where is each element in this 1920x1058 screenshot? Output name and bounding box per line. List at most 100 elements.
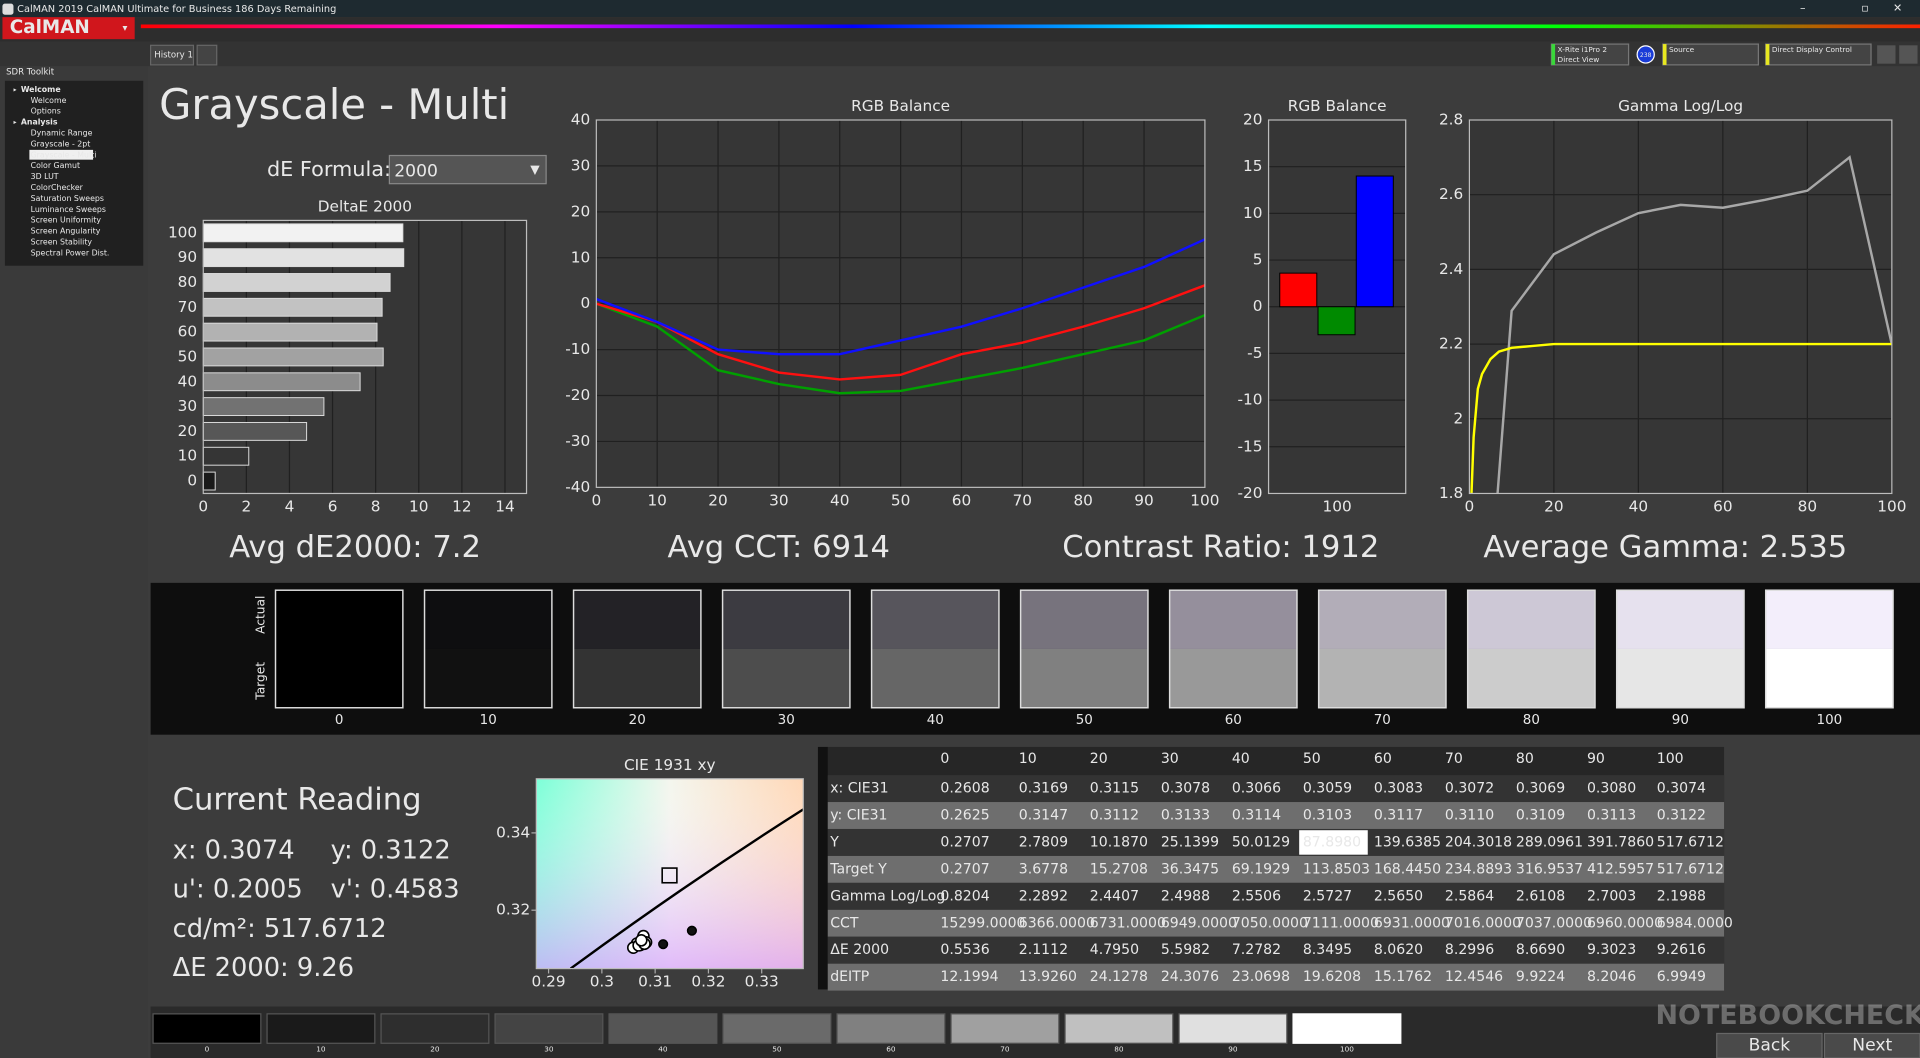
sidebar-item[interactable]: Welcome xyxy=(31,96,67,105)
sidebar-selection xyxy=(29,149,94,160)
minimize-button[interactable]: – xyxy=(1800,2,1806,15)
series-line xyxy=(1496,155,1892,494)
plot-frame xyxy=(535,778,804,970)
nav-button[interactable] xyxy=(1823,1032,1920,1058)
y-tick-label: 0 xyxy=(580,294,590,312)
swatch-level: 20 xyxy=(629,713,646,728)
x-tick-label: 80 xyxy=(1798,497,1817,515)
formula-select[interactable] xyxy=(388,154,547,185)
patch-label: 40 xyxy=(658,1044,668,1053)
patch[interactable] xyxy=(266,1013,376,1044)
sidebar-item[interactable]: Grayscale - 2pt xyxy=(31,139,91,148)
table-cell: 24.3076 xyxy=(1161,969,1219,985)
meter-badge-circle[interactable] xyxy=(1636,45,1655,64)
patch[interactable] xyxy=(1292,1013,1402,1044)
table-cell: 2.5506 xyxy=(1232,888,1281,904)
table-cell: 7016.0000 xyxy=(1445,915,1521,931)
swatch-frame xyxy=(870,589,1000,709)
meter-badge: 238 xyxy=(1640,52,1652,59)
swatch-target xyxy=(424,648,552,708)
swatch-frame xyxy=(1764,589,1894,709)
sidebar-item[interactable]: Dynamic Range xyxy=(31,128,93,137)
y-tick-label: 20 xyxy=(1243,111,1262,129)
sidebar-item[interactable]: Screen Angularity xyxy=(31,227,101,236)
sidebar-item[interactable]: Color Gamut xyxy=(31,161,80,170)
tab[interactable] xyxy=(150,44,195,66)
table-row xyxy=(827,963,1725,991)
table-cell: 2.1112 xyxy=(1019,942,1068,958)
table-cell: 0.2625 xyxy=(940,808,989,824)
patch[interactable] xyxy=(1178,1013,1288,1044)
table-cell: 0.3109 xyxy=(1516,808,1565,824)
reading-value: u': 0.2005 xyxy=(173,875,303,905)
table-cell: 9.3023 xyxy=(1587,942,1636,958)
y-tick-label: 30 xyxy=(571,156,590,174)
sidebar-item[interactable]: Options xyxy=(31,107,61,116)
patch[interactable] xyxy=(950,1013,1060,1044)
table-cell: 168.4450 xyxy=(1374,861,1441,877)
page-title: Grayscale - Multi xyxy=(159,80,509,129)
y-tick-label: 5 xyxy=(1253,251,1263,269)
sidebar-item[interactable]: Saturation Sweeps xyxy=(31,194,104,203)
nav-button-label[interactable]: Next xyxy=(1852,1036,1892,1056)
y-tick-label: 0 xyxy=(1253,297,1263,315)
patch[interactable] xyxy=(722,1013,832,1044)
table-cell: 25.1399 xyxy=(1161,834,1219,850)
sidebar-item[interactable]: ColorChecker xyxy=(31,183,84,192)
table-cell: 23.0698 xyxy=(1232,969,1290,985)
plot-frame xyxy=(1267,119,1407,495)
patch[interactable] xyxy=(836,1013,946,1044)
meter-box[interactable] xyxy=(1550,43,1630,66)
tab-label: History 1 xyxy=(154,51,193,61)
table-cell: 0.3169 xyxy=(1019,781,1068,797)
nav-button[interactable] xyxy=(1716,1032,1823,1058)
table-cell: 7111.0000 xyxy=(1303,915,1379,931)
add-tab[interactable] xyxy=(196,44,218,66)
table-cell: 0.3122 xyxy=(1657,808,1706,824)
sidebar-item[interactable]: Screen Stability xyxy=(31,237,93,246)
category-label: 0 xyxy=(187,472,197,490)
y-tick-label: -30 xyxy=(565,432,590,450)
window-title: CalMAN 2019 CalMAN Ultimate for Business… xyxy=(17,4,336,15)
sidebar-item[interactable]: Luminance Sweeps xyxy=(31,205,106,214)
patch[interactable] xyxy=(152,1013,262,1044)
swatch-target xyxy=(573,648,701,708)
table-cell: 6.9949 xyxy=(1657,969,1706,985)
sidebar-item[interactable]: Spectral Power Dist. xyxy=(31,248,110,257)
display-box[interactable] xyxy=(1765,43,1872,66)
patch[interactable] xyxy=(494,1013,604,1044)
help-button[interactable] xyxy=(1899,45,1918,64)
swatch-frame xyxy=(423,589,553,709)
nav-button-label[interactable]: Back xyxy=(1749,1036,1791,1056)
sidebar-item[interactable]: 3D LUT xyxy=(31,172,59,181)
patch[interactable] xyxy=(608,1013,718,1044)
close-button[interactable]: ✕ xyxy=(1893,2,1902,15)
sidebar-item[interactable]: Screen Uniformity xyxy=(31,216,102,225)
table-cell: 2.1988 xyxy=(1657,888,1706,904)
table-handle xyxy=(817,746,828,990)
patch[interactable] xyxy=(1064,1013,1174,1044)
target-label: Target xyxy=(253,662,267,701)
sidebar-item[interactable]: Grayscale - Multi xyxy=(31,150,97,159)
maximize-button[interactable]: ▫ xyxy=(1861,2,1868,15)
meter-mode: Direct View xyxy=(1558,55,1600,64)
swatch-actual xyxy=(722,590,850,649)
reading-title: Current Reading xyxy=(173,782,422,817)
table-cell: 517.6712 xyxy=(1657,834,1724,850)
x-tick-label: 80 xyxy=(1073,491,1092,509)
sidebar-group[interactable]: Welcome xyxy=(21,85,61,94)
table-cell: 6731.0000 xyxy=(1090,915,1166,931)
patch[interactable] xyxy=(380,1013,490,1044)
swatch-level: 100 xyxy=(1817,713,1843,728)
plot-frame xyxy=(595,119,1206,488)
patch-label: 60 xyxy=(886,1044,896,1053)
settings-button[interactable] xyxy=(1877,45,1896,64)
table-row xyxy=(827,828,1725,856)
sidebar-group[interactable]: Analysis xyxy=(21,118,58,127)
swatch-frame xyxy=(572,589,702,709)
plot-frame xyxy=(1468,119,1893,495)
x-tick-label: 0.33 xyxy=(745,973,779,991)
logo-box[interactable] xyxy=(2,17,135,40)
table-cell: 2.7809 xyxy=(1019,834,1068,850)
category-label: 20 xyxy=(178,422,197,440)
